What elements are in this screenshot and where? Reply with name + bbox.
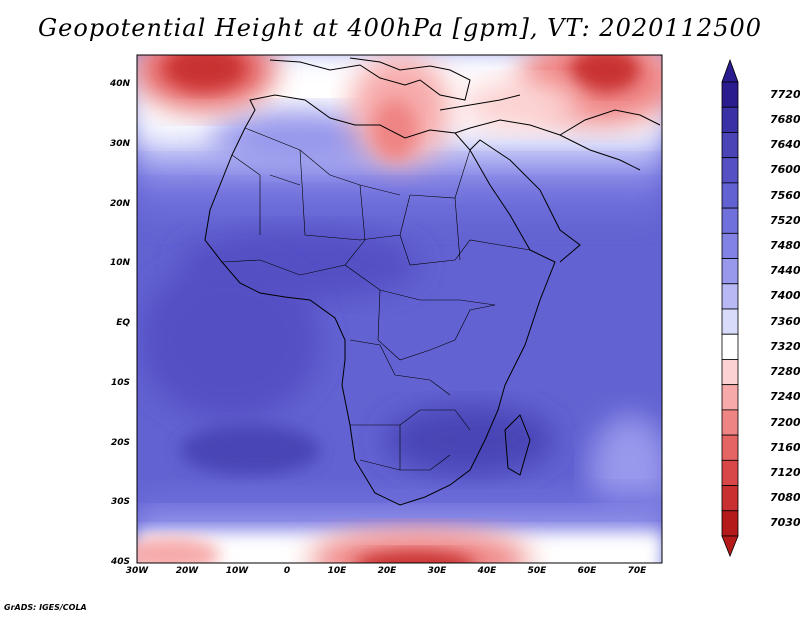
- lat-label: 10N: [109, 258, 130, 269]
- colorbar-label: 7440: [770, 264, 800, 278]
- colorbar-label: 7030: [770, 516, 800, 530]
- lat-label: 10S: [110, 377, 130, 388]
- lat-label: 40N: [109, 79, 130, 89]
- lat-label: 40S: [110, 557, 130, 567]
- colorbar-label: 7640: [770, 138, 800, 152]
- colorbar-swatch: [721, 308, 739, 335]
- colorbar-swatch: [721, 157, 739, 184]
- colorbar-label: 7360: [770, 314, 800, 328]
- colorbar: [721, 58, 739, 558]
- lon-label: 30E: [427, 566, 447, 576]
- lon-label: 60E: [577, 566, 597, 576]
- colorbar-swatch: [721, 485, 739, 512]
- colorbar-swatch: [721, 207, 739, 234]
- lat-label: EQ: [116, 318, 130, 328]
- lat-label: 30S: [110, 497, 130, 508]
- colorbar-label: 7480: [770, 238, 800, 252]
- colorbar-label: 7280: [770, 365, 800, 379]
- colorbar-label: 7160: [770, 440, 800, 454]
- lon-label: 40E: [477, 566, 497, 576]
- grads-credit: GrADS: IGES/COLA: [4, 603, 87, 612]
- colorbar-swatch: [721, 510, 739, 537]
- colorbar-bottom-arrow: [721, 535, 739, 558]
- country-borders: [221, 127, 531, 471]
- colorbar-label: 7080: [770, 491, 800, 505]
- colorbar-label: 7320: [770, 339, 800, 353]
- lon-label: 70E: [627, 566, 647, 576]
- colorbar-swatch: [721, 409, 739, 436]
- colorbar-label: 7520: [770, 213, 800, 227]
- colorbar-label: 7560: [770, 188, 800, 202]
- lat-label: 30N: [109, 138, 130, 149]
- colorbar-label: 7240: [770, 390, 800, 404]
- colorbar-swatch: [721, 459, 739, 486]
- colorbar-swatch: [721, 232, 739, 259]
- lon-label: 0: [283, 566, 291, 576]
- colorbar-label: 7400: [770, 289, 800, 303]
- coastlines: [204, 57, 661, 506]
- colorbar-swatch: [721, 434, 739, 461]
- colorbar-swatch: [721, 283, 739, 310]
- lat-label: 20S: [110, 437, 130, 448]
- colorbar-swatch: [721, 182, 739, 209]
- lon-label: 10E: [327, 566, 347, 576]
- lon-label: 20E: [377, 566, 397, 576]
- colorbar-swatch: [721, 359, 739, 386]
- colorbar-swatch: [721, 81, 739, 108]
- colorbar-label: 7720: [770, 87, 800, 101]
- lon-label: 20W: [175, 566, 199, 576]
- colorbar-swatch: [721, 106, 739, 133]
- colorbar-label: 7120: [770, 465, 800, 479]
- colorbar-swatch: [721, 258, 739, 285]
- colorbar-label: 7200: [770, 415, 800, 429]
- colorbar-swatch: [721, 132, 739, 159]
- colorbar-swatch: [721, 384, 739, 411]
- height-field: [137, 55, 662, 563]
- lon-label: 10W: [225, 566, 249, 576]
- lon-label: 50E: [527, 566, 547, 576]
- colorbar-label: 7680: [770, 112, 800, 126]
- lat-label: 20N: [109, 198, 130, 209]
- lon-label: 30W: [125, 566, 149, 576]
- map-frame: [136, 54, 663, 564]
- colorbar-top-arrow: [721, 58, 739, 83]
- colorbar-swatch: [721, 333, 739, 360]
- map-title: Geopotential Height at 400hPa [gpm], VT:…: [38, 14, 762, 42]
- colorbar-label: 7600: [770, 163, 800, 177]
